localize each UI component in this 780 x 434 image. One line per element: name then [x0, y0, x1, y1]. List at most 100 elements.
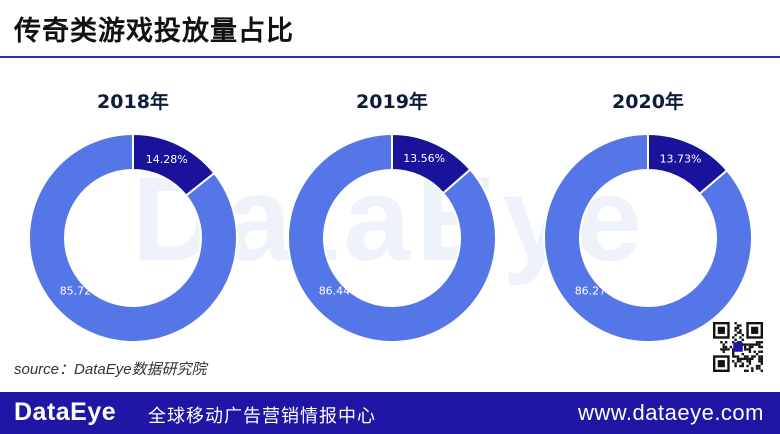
qr-module [746, 364, 749, 368]
qr-module [758, 341, 761, 344]
qr-module [734, 355, 737, 358]
qr-module [724, 345, 728, 349]
donut-slice-large [28, 132, 238, 343]
qr-module [753, 355, 756, 358]
qr-module [741, 357, 744, 361]
qr-module [739, 331, 742, 334]
qr-module [755, 343, 759, 346]
qr-module [755, 352, 759, 356]
qr-module [732, 341, 735, 344]
qr-module [739, 357, 742, 361]
qr-module [739, 329, 742, 332]
page-title: 传奇类游戏投放量占比 [14, 16, 294, 47]
footer-tagline: 全球移动广告营销情报中心 [148, 406, 376, 427]
donut-value-label: 86.27% [575, 284, 617, 297]
donut-charts: 2018年 14.28% 85.72% 2019年 13.56% 86.44% 2020年 1… [0, 60, 780, 350]
qr-module [741, 364, 744, 368]
qr-center-logo [733, 342, 743, 352]
footer-logo: DataEye [14, 398, 117, 426]
qr-module [732, 360, 735, 363]
qr-module [734, 326, 737, 330]
donut-chart-canvas: 2018年 14.28% 85.72% 2019年 13.56% 86.44% 2020年 1… [28, 90, 753, 343]
qr-module [758, 350, 761, 353]
qr-code [713, 322, 763, 372]
qr-module [739, 360, 742, 363]
donut-value-label: 86.44% [319, 284, 361, 297]
qr-module [739, 336, 742, 339]
qr-module [755, 367, 759, 370]
qr-module [741, 333, 744, 337]
footer: DataEye 全球移动广告营销情报中心 www.dataeye.com [0, 392, 780, 434]
qr-module [736, 355, 740, 358]
qr-module [724, 348, 728, 351]
qr-module [760, 350, 763, 353]
qr-module [722, 350, 725, 353]
qr-module [734, 364, 737, 368]
qr-module [760, 345, 763, 349]
qr-module [748, 348, 752, 351]
qr-module [743, 348, 747, 351]
qr-module [760, 341, 763, 344]
qr-module [743, 345, 747, 349]
qr-module [751, 369, 754, 372]
qr-module [729, 345, 733, 349]
qr-module [758, 357, 761, 361]
qr-module [758, 364, 761, 368]
qr-module [753, 350, 756, 353]
qr-module [751, 367, 754, 370]
qr-module [736, 360, 740, 363]
qr-module [734, 333, 737, 337]
qr-module [760, 360, 763, 363]
qr-module [748, 350, 752, 353]
qr-module [734, 329, 737, 332]
chart-year-label: 2019年 [356, 90, 428, 113]
qr-module [722, 345, 725, 349]
qr-finder-core [717, 360, 725, 368]
qr-module [746, 357, 749, 361]
qr-module [734, 338, 737, 342]
qr-module [760, 362, 763, 365]
qr-module [732, 336, 735, 339]
qr-module [736, 324, 740, 327]
qr-module [760, 357, 763, 361]
qr-module [746, 360, 749, 363]
qr-module [734, 322, 737, 325]
qr-module [722, 348, 725, 351]
qr-finder-core [751, 326, 759, 334]
donut-value-label: 85.72% [60, 284, 102, 297]
footer-url[interactable]: www.dataeye.com [577, 400, 764, 425]
qr-module [720, 348, 723, 351]
qr-module [746, 369, 749, 372]
qr-module [724, 341, 728, 344]
qr-module [758, 367, 761, 370]
qr-module [741, 352, 744, 356]
qr-module [736, 357, 740, 361]
qr-module [758, 345, 761, 349]
qr-module [748, 343, 752, 346]
donut-value-label: 13.73% [660, 152, 702, 165]
qr-module [760, 369, 763, 372]
qr-module [746, 343, 749, 346]
donut-value-label: 13.56% [403, 152, 445, 165]
qr-module [736, 341, 740, 344]
qr-module [751, 343, 754, 346]
donut-value-label: 14.28% [146, 153, 188, 166]
qr-module [743, 343, 747, 346]
qr-module [727, 348, 730, 351]
qr-module [734, 362, 737, 365]
qr-module [743, 355, 747, 358]
qr-module [720, 341, 723, 344]
qr-module [751, 357, 754, 361]
donut-slice-large [543, 132, 753, 343]
qr-module [751, 355, 754, 358]
qr-module [753, 343, 756, 346]
qr-module [755, 341, 759, 344]
qr-module [760, 355, 763, 358]
qr-module [743, 369, 747, 372]
header: 传奇类游戏投放量占比 [0, 0, 780, 58]
qr-module [743, 357, 747, 361]
qr-module [739, 324, 742, 327]
qr-module [746, 355, 749, 358]
qr-module [736, 331, 740, 334]
qr-module [732, 355, 735, 358]
